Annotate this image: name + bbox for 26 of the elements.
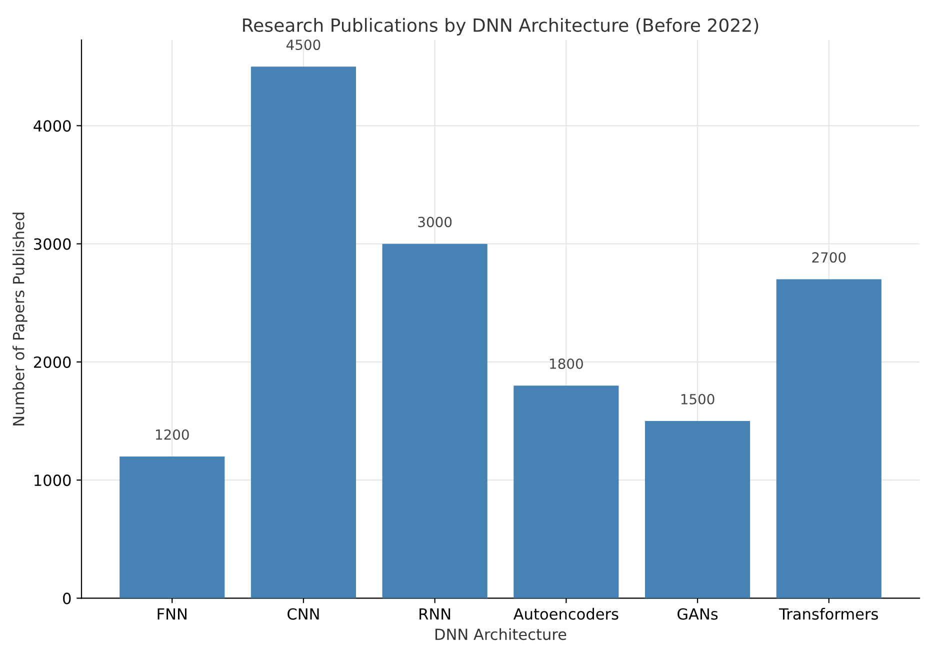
- y-tick-label: 3000: [34, 238, 71, 250]
- data-label: 3000: [418, 216, 452, 228]
- y-axis-title: Number of Papers Published: [12, 212, 28, 426]
- bar: [514, 386, 619, 598]
- x-tick-label: GANs: [678, 608, 718, 620]
- bar: [644, 421, 750, 598]
- x-tick-label: CNN: [288, 608, 319, 620]
- y-tick-label: 4000: [34, 120, 71, 132]
- data-label: 1500: [681, 394, 714, 404]
- data-label: 4500: [286, 40, 320, 50]
- y-tick-label: 1000: [34, 474, 71, 486]
- x-tick-label: RNN: [420, 608, 450, 620]
- bar: [250, 66, 356, 598]
- bar: [776, 279, 882, 598]
- bar: [382, 244, 488, 598]
- data-label: 1800: [550, 358, 583, 369]
- y-tick-label: 0: [63, 592, 71, 604]
- bar: [120, 456, 225, 598]
- data-label: 2700: [812, 252, 846, 263]
- x-axis-title: DNN Architecture: [436, 628, 566, 640]
- x-tick-label: FNN: [158, 608, 186, 620]
- data-label: 1200: [156, 429, 189, 440]
- x-tick-label: Autoencoders: [513, 608, 618, 620]
- y-tick-label: 2000: [34, 356, 71, 368]
- chart-title: Research Publications by DNN Architecture (Before 2022): [243, 18, 758, 36]
- x-tick-label: Transformers: [779, 608, 878, 620]
